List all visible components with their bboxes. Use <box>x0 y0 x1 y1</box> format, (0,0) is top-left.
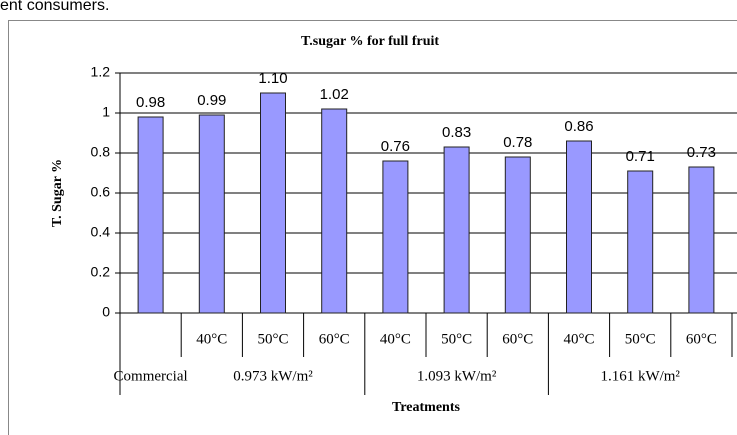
x-tick-label: 50°C <box>625 331 656 347</box>
group-label: Commercial <box>114 368 188 384</box>
value-label: 1.02 <box>320 86 349 103</box>
group-label: 1.161 kW/m² <box>600 368 680 384</box>
x-tick-label: 50°C <box>257 331 288 347</box>
value-label: 0.99 <box>197 92 226 109</box>
y-axis-label: T. Sugar % <box>50 159 65 227</box>
x-axis-label: Treatments <box>392 400 460 415</box>
value-label: 0.71 <box>626 148 655 165</box>
bar <box>688 166 715 314</box>
value-label: 0.98 <box>136 94 165 111</box>
x-tick-label: 50°C <box>441 331 472 347</box>
x-tick-label: 40°C <box>196 331 227 347</box>
x-tick-label: 40°C <box>563 331 594 347</box>
bar <box>260 92 286 314</box>
y-tick-label: 0.8 <box>91 144 111 160</box>
bar <box>137 116 164 314</box>
group-label: 1.093 kW/m² <box>417 368 497 384</box>
bar <box>198 114 225 314</box>
y-tick-label: 0 <box>102 304 110 320</box>
value-label: 0.73 <box>687 144 716 161</box>
value-label: 1.10 <box>258 70 287 87</box>
value-label: 0.78 <box>503 134 532 151</box>
chart-border <box>8 20 737 435</box>
bar <box>566 140 592 314</box>
y-tick-label: 0.4 <box>91 224 111 240</box>
y-tick-label: 1.2 <box>91 64 111 80</box>
group-label: 0.973 kW/m² <box>233 368 313 384</box>
bar <box>382 160 409 314</box>
y-tick-label: 0.6 <box>91 184 111 200</box>
value-label: 0.86 <box>564 118 593 135</box>
x-tick-label: 60°C <box>686 331 717 347</box>
value-label: 0.83 <box>442 124 471 141</box>
x-tick-label: 60°C <box>502 331 533 347</box>
page-text: ent consumers. <box>0 0 109 14</box>
x-tick-label: 60°C <box>319 331 350 347</box>
y-tick-label: 0.2 <box>91 264 111 280</box>
y-tick-label: 1 <box>102 104 110 120</box>
bar <box>504 156 531 314</box>
bar <box>321 108 348 314</box>
bar <box>627 170 654 314</box>
chart-title: T.sugar % for full fruit <box>301 34 439 49</box>
value-label: 0.76 <box>381 138 410 155</box>
x-tick-label: 40°C <box>380 331 411 347</box>
bar <box>443 146 470 314</box>
